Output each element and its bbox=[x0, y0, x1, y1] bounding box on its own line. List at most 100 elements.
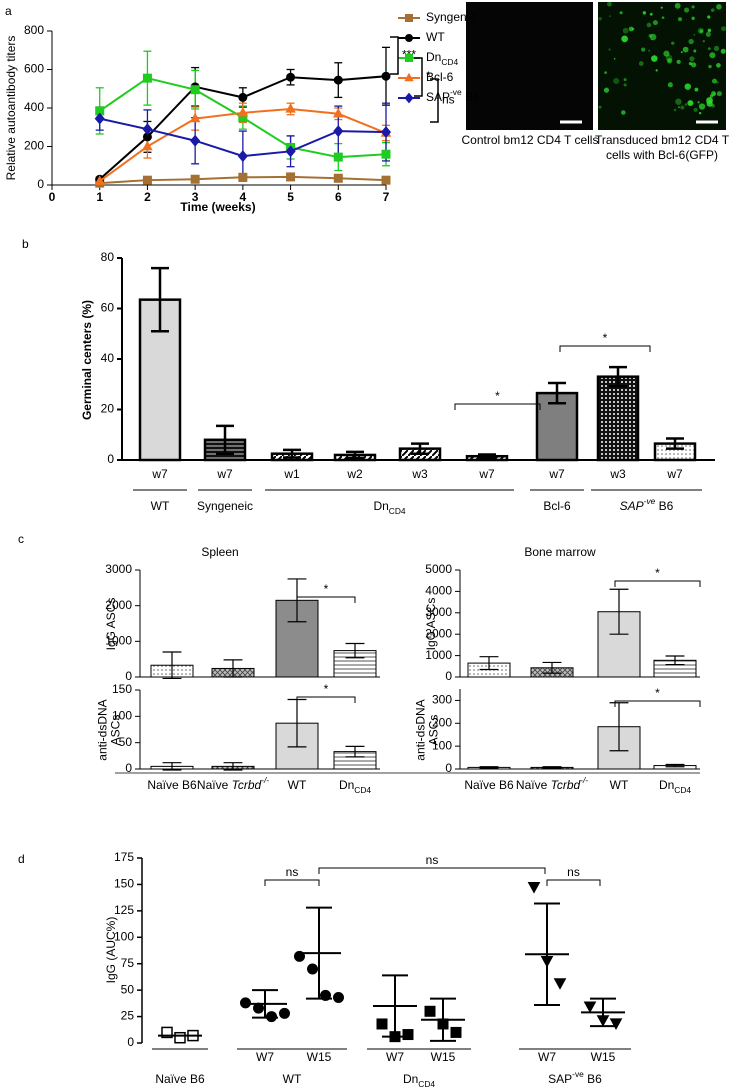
gfp-cell bbox=[694, 87, 699, 92]
gfp-cell bbox=[650, 38, 653, 41]
y-tick-label: 75 bbox=[121, 956, 135, 970]
x-tick-label: W7 bbox=[256, 1050, 274, 1064]
gfp-cell bbox=[698, 111, 702, 115]
significance-label: * bbox=[426, 69, 431, 83]
significance-bracket bbox=[614, 580, 701, 587]
gfp-cell bbox=[623, 78, 627, 82]
gfp-cell bbox=[680, 105, 685, 110]
gfp-cell bbox=[598, 16, 602, 21]
error-bar bbox=[346, 450, 364, 460]
gfp-cell bbox=[691, 62, 697, 68]
group-label: DnCD4 bbox=[373, 499, 405, 516]
marker bbox=[333, 75, 343, 85]
gfp-cell bbox=[649, 12, 653, 16]
marker bbox=[189, 112, 201, 123]
x-axis-label: Time (weeks) bbox=[180, 200, 255, 214]
x-tick-label: Naïve Tcrbd-/- bbox=[516, 775, 588, 792]
error-bar bbox=[162, 762, 182, 771]
gfp-cell bbox=[693, 49, 697, 53]
gfp-cell bbox=[709, 94, 714, 98]
y-tick-label: 175 bbox=[114, 850, 134, 864]
image-caption: Control bm12 CD4 T cells bbox=[462, 133, 599, 147]
gfp-cell bbox=[691, 16, 695, 21]
gfp-cell bbox=[607, 1, 612, 7]
marker bbox=[94, 112, 105, 125]
gfp-cell bbox=[655, 69, 658, 72]
error-bar bbox=[609, 702, 629, 752]
error-bar bbox=[382, 974, 408, 1038]
legend-label: Syngenic bbox=[426, 10, 475, 24]
significance-label: ns bbox=[442, 93, 455, 107]
y-tick-label: 0 bbox=[445, 669, 452, 683]
group-label-part: -ve bbox=[644, 496, 656, 506]
gfp-cell bbox=[710, 8, 715, 12]
marker bbox=[424, 1005, 436, 1017]
gfp-cell bbox=[680, 51, 683, 54]
x-tick-label: W15 bbox=[431, 1050, 456, 1064]
gfp-cell bbox=[648, 49, 651, 52]
error-bar bbox=[590, 997, 616, 1028]
gfp-cell bbox=[623, 83, 627, 87]
group-label-part: Dn bbox=[403, 1072, 418, 1086]
y-tick-label: 3000 bbox=[425, 605, 452, 619]
gfp-cell bbox=[660, 6, 663, 9]
significance-label: ns bbox=[286, 865, 299, 879]
marker bbox=[402, 1029, 414, 1041]
significance-bracket bbox=[390, 36, 399, 75]
x-tick-label-part: Dn bbox=[339, 778, 354, 792]
significance-bracket bbox=[546, 879, 601, 886]
error-bar bbox=[609, 365, 627, 388]
x-tick-label-part: CD4 bbox=[354, 785, 371, 795]
significance-bracket bbox=[414, 57, 423, 97]
gfp-cell bbox=[691, 5, 695, 9]
gfp-cell bbox=[707, 28, 712, 33]
gfp-cell bbox=[711, 78, 717, 84]
y-tick-label: 150 bbox=[112, 682, 132, 696]
x-tick-label: w7 bbox=[548, 467, 565, 481]
gfp-cell bbox=[699, 29, 704, 33]
marker bbox=[381, 175, 391, 185]
group-label: WT bbox=[151, 499, 170, 513]
group-label-part: B6 bbox=[584, 1072, 602, 1086]
significance-label: * bbox=[324, 682, 329, 696]
error-bar bbox=[411, 442, 429, 455]
error-bar bbox=[223, 659, 243, 678]
x-tick-label: w7 bbox=[478, 467, 495, 481]
gfp-cell bbox=[673, 108, 677, 112]
significance-bracket bbox=[264, 879, 320, 886]
legend-label: WT bbox=[426, 30, 445, 44]
x-tick-label: 0 bbox=[49, 190, 56, 204]
marker bbox=[333, 107, 344, 118]
gfp-cell bbox=[707, 47, 711, 51]
y-tick-label: 0 bbox=[107, 452, 114, 466]
error-bar bbox=[479, 766, 499, 769]
group-label-part: B6 bbox=[655, 499, 673, 513]
marker bbox=[286, 72, 296, 82]
gfp-cell bbox=[716, 81, 719, 84]
y-tick-label: 600 bbox=[24, 62, 44, 76]
gfp-cell bbox=[707, 15, 711, 19]
y-tick-label: 1000 bbox=[425, 648, 452, 662]
x-tick-label: DnCD4 bbox=[339, 778, 371, 795]
y-axis-label: ASCs bbox=[427, 715, 441, 746]
error-bar bbox=[345, 642, 365, 659]
gfp-cell bbox=[689, 56, 695, 62]
marker bbox=[380, 126, 392, 139]
gfp-cell bbox=[674, 2, 681, 9]
legend-label: Bcl-6 bbox=[426, 70, 454, 84]
marker bbox=[238, 172, 248, 182]
significance-bracket bbox=[614, 700, 701, 707]
x-tick-label-part: CD4 bbox=[674, 785, 691, 795]
significance-label: ns bbox=[426, 853, 439, 867]
x-tick-label: W15 bbox=[307, 1050, 332, 1064]
group-label: SAP-ve B6 bbox=[548, 1069, 602, 1086]
y-tick-label: 0 bbox=[125, 761, 132, 775]
y-tick-label: 20 bbox=[101, 402, 115, 416]
marker bbox=[376, 1018, 388, 1030]
y-tick-label: 100 bbox=[114, 929, 134, 943]
y-tick-label: 0 bbox=[445, 761, 452, 775]
error-bar bbox=[548, 381, 566, 405]
significance-label: * bbox=[655, 566, 660, 580]
gfp-cell bbox=[677, 17, 683, 22]
